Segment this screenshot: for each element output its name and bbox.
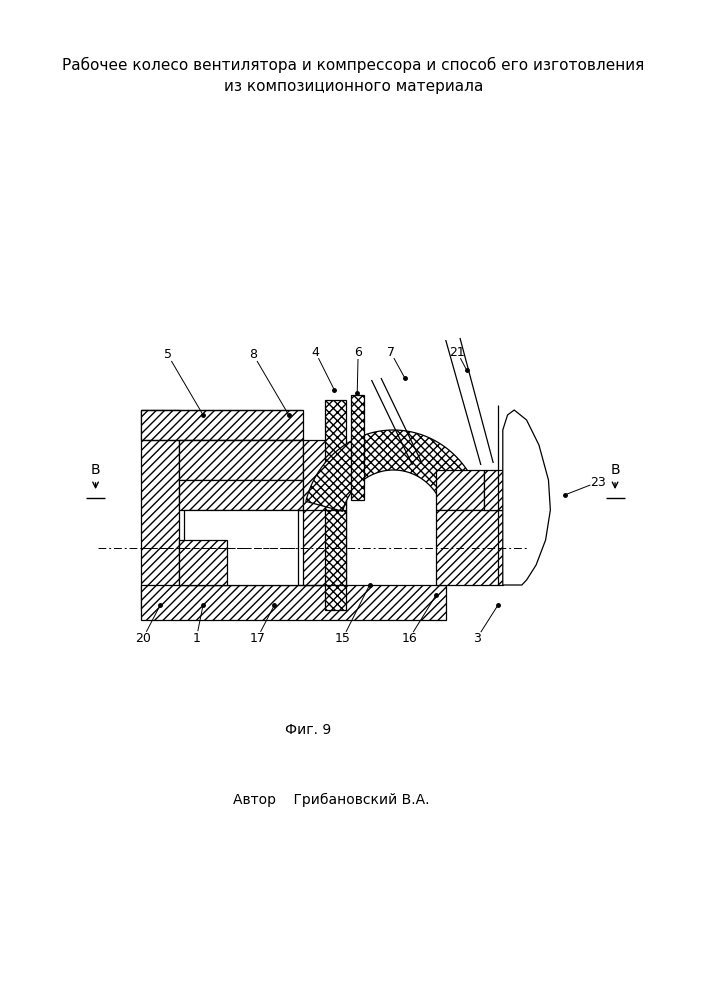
Text: 5: 5 [164,349,172,361]
Polygon shape [180,540,227,585]
Polygon shape [306,430,484,521]
Text: В: В [90,463,100,477]
Text: 8: 8 [250,349,257,361]
Polygon shape [303,440,346,585]
Text: из композиционного материала: из композиционного материала [223,80,483,95]
Polygon shape [141,410,180,610]
Text: 1: 1 [192,632,200,645]
Polygon shape [436,470,484,510]
Text: 20: 20 [135,632,151,645]
Polygon shape [484,470,503,510]
Text: 21: 21 [449,346,465,359]
Text: 7: 7 [387,346,395,359]
Polygon shape [351,395,364,500]
Polygon shape [436,510,503,585]
Text: 15: 15 [335,632,351,645]
Polygon shape [180,480,303,510]
Polygon shape [503,410,550,585]
Polygon shape [184,510,298,585]
Text: 17: 17 [250,632,265,645]
Text: 16: 16 [402,632,417,645]
Polygon shape [141,585,445,620]
Text: В: В [610,463,620,477]
Text: Рабочее колесо вентилятора и компрессора и способ его изготовления: Рабочее колесо вентилятора и компрессора… [62,57,645,73]
Text: 6: 6 [354,346,362,359]
Text: 3: 3 [473,632,481,645]
Polygon shape [325,400,346,610]
Text: Автор    Грибановский В.А.: Автор Грибановский В.А. [233,793,430,807]
Polygon shape [141,410,303,440]
Polygon shape [180,440,303,480]
Text: Фиг. 9: Фиг. 9 [285,723,331,737]
Text: 4: 4 [311,346,320,359]
Text: 23: 23 [590,476,606,488]
